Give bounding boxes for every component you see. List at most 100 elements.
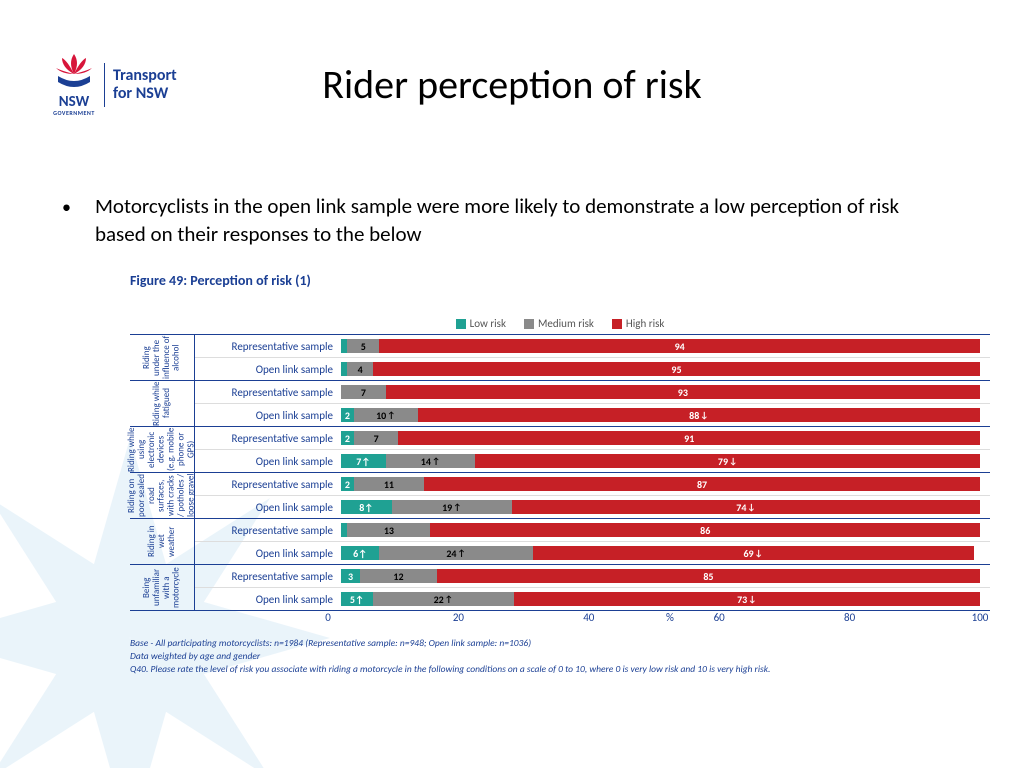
chart-row: Open link sample210↑88↓	[195, 403, 990, 426]
chart-group: Riding in wet weatherRepresentative samp…	[130, 519, 990, 565]
axis-tick: 20	[453, 611, 464, 624]
logo-block: NSW GOVERNMENT Transport for NSW	[52, 52, 177, 117]
row-label: Representative sample	[195, 524, 341, 537]
seg-med: 24↑	[379, 546, 532, 560]
seg-low: 7↑	[341, 454, 386, 468]
transport-text: Transport for NSW	[113, 67, 177, 102]
seg-high: 93	[386, 385, 980, 399]
group-label: Riding while using electronic devices (e…	[130, 427, 195, 472]
chart-row: Representative sample31285	[195, 565, 990, 587]
chart-group: Riding while using electronic devices (e…	[130, 427, 990, 473]
seg-med: 12	[360, 569, 437, 583]
logo-divider	[104, 63, 105, 107]
legend-swatch	[612, 319, 622, 329]
seg-med: 22↑	[373, 592, 514, 606]
legend-label: Medium risk	[538, 317, 594, 330]
stacked-bar: 21187	[341, 477, 980, 491]
seg-high: 87	[424, 477, 980, 491]
stacked-bar: 210↑88↓	[341, 408, 980, 422]
waratah-icon	[52, 52, 96, 92]
seg-low: 6↑	[341, 546, 379, 560]
chart-row: Open link sample8↑19↑74↓	[195, 495, 990, 518]
axis-tick: 100	[972, 611, 989, 624]
legend: Low risk Medium risk High risk	[130, 317, 990, 330]
legend-item: Medium risk	[524, 317, 594, 330]
figure-block: Figure 49: Perception of risk (1) Low ri…	[130, 272, 990, 675]
seg-high: 85	[437, 569, 980, 583]
axis-tick: 40	[583, 611, 594, 624]
seg-med: 11	[354, 477, 424, 491]
seg-high: 69↓	[533, 546, 974, 560]
seg-high: 73↓	[514, 592, 980, 606]
chart-row: Representative sample21187	[195, 473, 990, 495]
page-title: Rider perception of risk	[322, 60, 701, 109]
group-label: Riding under the influence of alcohol	[130, 335, 195, 380]
seg-low: 2	[341, 477, 354, 491]
stacked-bar: 2791	[341, 431, 980, 445]
axis-tick: 0	[325, 611, 331, 624]
group-rows: Representative sample2791Open link sampl…	[195, 427, 990, 472]
row-label: Representative sample	[195, 386, 341, 399]
seg-med: 4	[347, 362, 373, 376]
stacked-bar: 594	[341, 339, 980, 353]
stacked-bar: 8↑19↑74↓	[341, 500, 980, 514]
axis-tick: 80	[844, 611, 855, 624]
axis-pct: %	[666, 611, 674, 624]
seg-med: 7	[341, 385, 386, 399]
group-label: Riding in wet weather	[130, 519, 195, 564]
chart-row: Representative sample793	[195, 381, 990, 403]
seg-med: 13	[347, 523, 430, 537]
row-label: Open link sample	[195, 455, 341, 468]
seg-high: 95	[373, 362, 980, 376]
figure-footnote: Base - All participating motorcyclists: …	[130, 637, 970, 675]
legend-swatch	[524, 319, 534, 329]
legend-item: Low risk	[456, 317, 506, 330]
seg-low: 8↑	[341, 500, 392, 514]
seg-med: 7	[354, 431, 399, 445]
nsw-gov-text: GOVERNMENT	[52, 109, 96, 117]
chart-group: Being unfamiliar with a motorcycleRepres…	[130, 565, 990, 611]
seg-high: 79↓	[475, 454, 980, 468]
group-rows: Representative sample21187Open link samp…	[195, 473, 990, 518]
seg-low: 2	[341, 431, 354, 445]
chart-row: Open link sample7↑14↑79↓	[195, 449, 990, 472]
chart-row: Representative sample2791	[195, 427, 990, 449]
legend-label: Low risk	[470, 317, 506, 330]
chart-group: Riding while fatiguedRepresentative samp…	[130, 381, 990, 427]
bullet-dot: •	[62, 195, 71, 249]
group-rows: Representative sample1386 Open link sampl…	[195, 519, 990, 564]
row-label: Representative sample	[195, 340, 341, 353]
chart-group: Riding under the influence of alcoholRep…	[130, 335, 990, 381]
group-label: Riding on poor sealed road surfaces, wit…	[130, 473, 195, 518]
chart-row: Representative sample594	[195, 335, 990, 357]
group-rows: Representative sample793Open link sample…	[195, 381, 990, 426]
group-label: Being unfamiliar with a motorcycle	[130, 565, 195, 610]
seg-low: 3	[341, 569, 360, 583]
legend-swatch	[456, 319, 466, 329]
row-label: Representative sample	[195, 478, 341, 491]
chart: Riding under the influence of alcoholRep…	[130, 334, 990, 611]
seg-med: 10↑	[354, 408, 418, 422]
seg-high: 91	[398, 431, 979, 445]
group-rows: Representative sample31285Open link samp…	[195, 565, 990, 610]
stacked-bar: 7↑14↑79↓	[341, 454, 980, 468]
row-label: Open link sample	[195, 409, 341, 422]
seg-high: 94	[379, 339, 980, 353]
stacked-bar: 1386	[341, 523, 980, 537]
chart-row: Open link sample495	[195, 357, 990, 380]
legend-label: High risk	[626, 317, 664, 330]
chart-row: Open link sample5↑22↑73↓	[195, 587, 990, 610]
seg-low: 2	[341, 408, 354, 422]
seg-high: 74↓	[512, 500, 980, 514]
figure-title: Figure 49: Perception of risk (1)	[130, 272, 990, 289]
x-axis: 020406080100%	[328, 611, 980, 629]
row-label: Representative sample	[195, 432, 341, 445]
group-label: Riding while fatigued	[130, 381, 195, 426]
seg-med: 5	[347, 339, 379, 353]
stacked-bar: 495	[341, 362, 980, 376]
chart-row: Open link sample6↑24↑69↓	[195, 541, 990, 564]
row-label: Open link sample	[195, 363, 341, 376]
row-label: Open link sample	[195, 501, 341, 514]
stacked-bar: 6↑24↑69↓	[341, 546, 980, 560]
seg-med: 19↑	[392, 500, 512, 514]
